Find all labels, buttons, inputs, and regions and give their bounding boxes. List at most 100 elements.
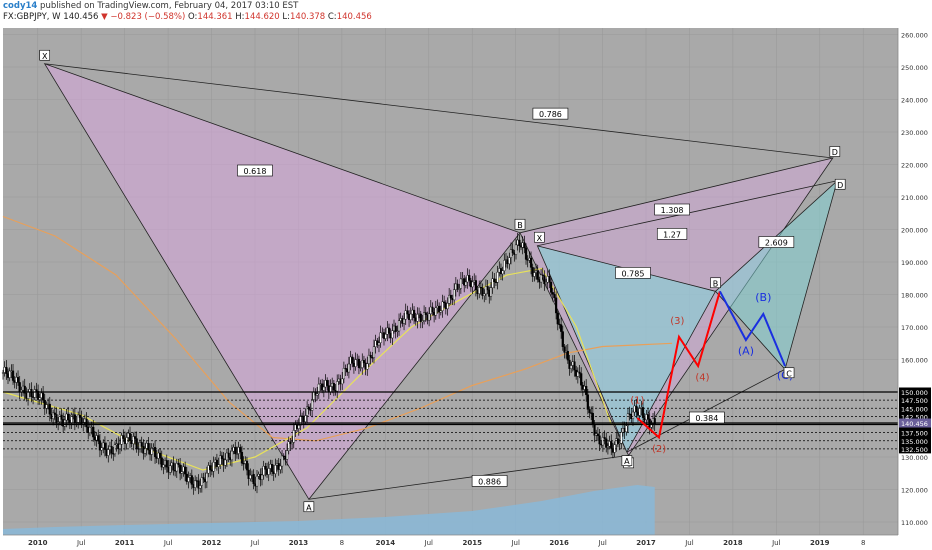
candle-body bbox=[33, 389, 36, 398]
candle-body bbox=[175, 463, 178, 472]
y-tick-label: 150.000 bbox=[901, 389, 928, 397]
pattern-point-label: D bbox=[832, 148, 838, 157]
candle-body bbox=[172, 462, 175, 471]
chart-header: cody14 published on TradingView.com, Feb… bbox=[0, 0, 932, 24]
ratio-label: 0.886 bbox=[478, 477, 501, 486]
candle-body bbox=[92, 426, 95, 438]
x-tick-label: 2013 bbox=[289, 539, 309, 547]
candle-body bbox=[219, 455, 222, 465]
candle-body bbox=[598, 435, 601, 445]
ratio-label: 0.786 bbox=[539, 110, 562, 119]
author-link[interactable]: cody14 bbox=[3, 1, 38, 11]
y-tick-label: 110.000 bbox=[901, 519, 928, 527]
ma-orange-line bbox=[2, 215, 673, 442]
candle-body bbox=[48, 403, 51, 415]
candle-body bbox=[496, 271, 499, 283]
low-value: 140.378 bbox=[290, 12, 326, 22]
candle-body bbox=[524, 247, 528, 260]
symbol-label[interactable]: FX:GBPJPY, W bbox=[3, 12, 61, 22]
pattern2-ac-line bbox=[626, 368, 786, 453]
candle-body bbox=[555, 297, 558, 314]
candle-body bbox=[431, 306, 434, 313]
pattern1-ac-line bbox=[308, 454, 629, 500]
y-tick-label: 230.000 bbox=[901, 129, 928, 137]
x-tick-label: Jul bbox=[424, 539, 434, 547]
pattern-point-box bbox=[39, 49, 51, 61]
candle-body bbox=[638, 408, 641, 416]
candle-body bbox=[197, 480, 200, 489]
candle-body bbox=[541, 274, 544, 276]
publish-line: cody14 published on TradingView.com, Feb… bbox=[3, 1, 298, 11]
candle-body bbox=[580, 373, 583, 386]
candle-body bbox=[434, 307, 437, 316]
candle-body bbox=[227, 452, 230, 458]
candle-body bbox=[489, 287, 493, 297]
candle-body bbox=[132, 436, 135, 444]
candle-body bbox=[107, 449, 110, 456]
time-axis-bg bbox=[0, 535, 932, 550]
candle-body bbox=[635, 405, 638, 413]
x-tick-label: 2015 bbox=[462, 539, 482, 547]
candle-body bbox=[262, 466, 265, 476]
candle-body bbox=[245, 460, 249, 471]
candle-body bbox=[548, 276, 551, 283]
candle-body bbox=[491, 278, 494, 288]
horizontal-levels bbox=[3, 391, 898, 450]
ratio-label-box bbox=[615, 267, 651, 279]
candle-body bbox=[578, 371, 581, 374]
candle-body bbox=[478, 287, 481, 294]
candle-body bbox=[35, 389, 38, 392]
pattern-point-box bbox=[514, 218, 526, 230]
candle-body bbox=[120, 435, 123, 445]
ratio-label: 2.609 bbox=[765, 239, 788, 248]
candle-body bbox=[235, 453, 239, 455]
candle-body bbox=[448, 294, 451, 304]
candle-body bbox=[419, 313, 422, 323]
candle-body bbox=[529, 257, 533, 268]
candle-body bbox=[280, 455, 284, 467]
y-tick-label: 120.000 bbox=[901, 487, 928, 495]
candle-body bbox=[439, 310, 442, 313]
candle-body bbox=[514, 244, 518, 255]
candle-body bbox=[311, 399, 314, 411]
candle-body bbox=[342, 368, 345, 380]
candle-body bbox=[486, 286, 489, 291]
blue-projection-path bbox=[719, 290, 786, 367]
pattern-point-label: A bbox=[624, 457, 630, 466]
pattern-point-label: D bbox=[837, 181, 843, 190]
candle-body bbox=[359, 367, 362, 369]
candle-body bbox=[200, 477, 203, 486]
candle-body bbox=[586, 394, 589, 410]
candle-body bbox=[601, 437, 604, 446]
candle-body bbox=[177, 463, 180, 466]
candle-body bbox=[110, 446, 113, 454]
wave-label-red: (2) bbox=[652, 444, 666, 455]
pattern-point-label: X bbox=[537, 234, 543, 243]
candle-body bbox=[158, 452, 162, 458]
pattern-point-label: A bbox=[306, 503, 312, 512]
ratio-label: 1.27 bbox=[663, 230, 681, 239]
candle-body bbox=[73, 414, 76, 424]
high-value: 144.620 bbox=[244, 12, 280, 22]
candle-body bbox=[539, 274, 543, 283]
price-chart[interactable]: (1)(2)(3)(4)(A)(B)(C)0.7860.6181.3080.88… bbox=[0, 24, 932, 550]
change-value: −0.823 (−0.58%) bbox=[110, 12, 186, 22]
candle-body bbox=[556, 312, 559, 325]
wave-label-red: (4) bbox=[695, 373, 709, 384]
ratio-label: 0.384 bbox=[695, 414, 718, 423]
candle-body bbox=[391, 330, 394, 339]
pattern1-xab-triangle bbox=[43, 63, 521, 500]
price-level-tag bbox=[899, 428, 931, 438]
candle-body bbox=[551, 292, 554, 295]
candle-body bbox=[67, 413, 70, 421]
candle-body bbox=[53, 412, 56, 415]
candle-body bbox=[88, 427, 91, 433]
candle-body bbox=[150, 447, 153, 455]
candle-body bbox=[118, 444, 122, 450]
y-tick-label: 145.000 bbox=[901, 405, 928, 413]
pattern-point-box bbox=[710, 277, 721, 289]
y-tick-label: 240.000 bbox=[901, 97, 928, 105]
pattern-point-box bbox=[621, 455, 633, 466]
candle-body bbox=[626, 413, 630, 426]
pattern-point-label: X bbox=[42, 52, 48, 61]
